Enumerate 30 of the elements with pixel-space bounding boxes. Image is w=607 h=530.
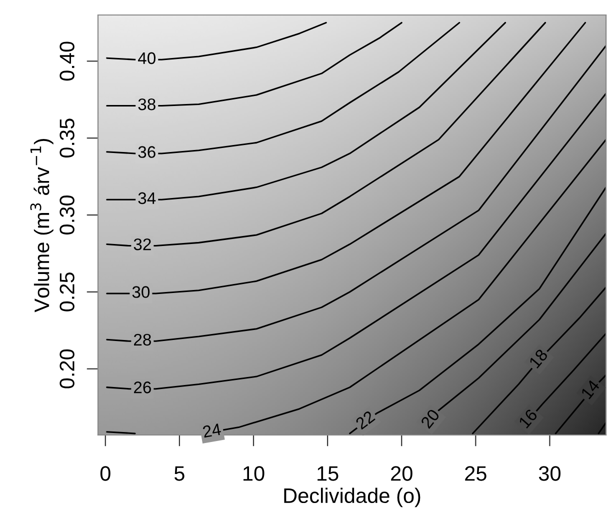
x-tick-label: 5: [174, 466, 184, 481]
annotation: 14: [580, 379, 600, 400]
annotation: 32: [134, 238, 151, 250]
annotation: 26: [134, 382, 151, 394]
x-tick-label: 20: [391, 466, 412, 481]
line-series: [472, 286, 606, 434]
annotation: 38: [138, 98, 156, 110]
annotation: 34: [138, 192, 156, 204]
x-tick-label: 15: [318, 466, 338, 481]
x-tick-label: 0: [100, 466, 110, 481]
annotation: 30: [132, 286, 150, 298]
annotation: 18: [528, 348, 548, 369]
x-tick-label: 30: [538, 466, 560, 481]
y-tick-label: 0.25: [60, 272, 74, 312]
annotation: 40: [138, 52, 156, 64]
annotation: 16: [518, 408, 538, 429]
annotation: 20: [420, 408, 440, 429]
annotation: 28: [134, 334, 151, 346]
annotation: 24: [202, 423, 222, 438]
y-tick-label: 0.40: [60, 42, 74, 81]
annotation: 22: [354, 410, 376, 430]
x-tick-label: 10: [244, 466, 264, 481]
y-tick-label: 0.35: [60, 118, 74, 158]
y-tick-label: 0.20: [60, 349, 74, 388]
y-tick-label: 0.30: [60, 196, 74, 234]
y-axis-title: Volume (m$^{3}$ árv$^{−1}$): [30, 138, 54, 312]
annotation: 36: [138, 146, 156, 158]
x-axis-title: Declividade (o): [284, 488, 420, 508]
line-series: [554, 374, 606, 434]
x-tick-label: 25: [465, 466, 486, 481]
